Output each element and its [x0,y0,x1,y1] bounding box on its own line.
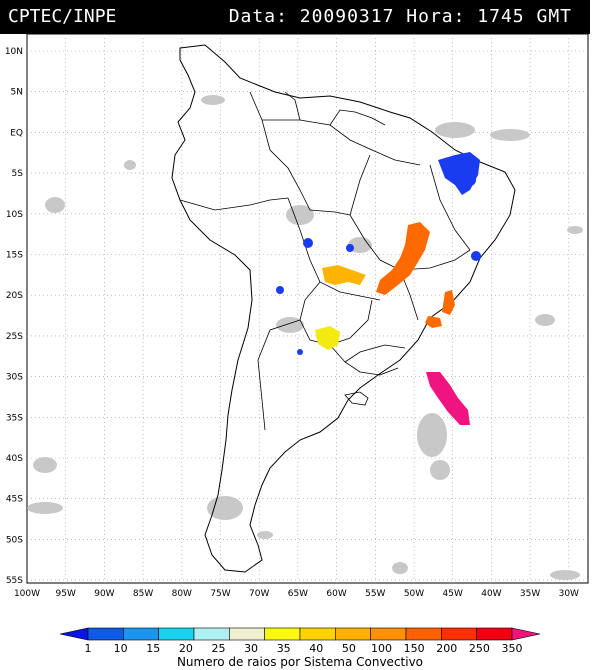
colorbar-label: 100 [371,642,392,655]
cloud-patch [430,460,450,480]
system-central-brazil [376,222,430,295]
title-bar: CPTEC/INPE Data: 20090317 Hora: 1745 GMT [0,0,590,34]
colorbar-label: 15 [146,642,160,655]
colorbar-label: 1 [85,642,92,655]
lon-label: 55W [365,589,385,599]
colorbar-segment [59,627,89,641]
colorbar-segment [370,627,407,641]
lon-label: 30W [559,589,579,599]
system-paraguay [315,326,340,350]
lon-label: 95W [56,589,76,599]
lon-label: 100W [14,589,40,599]
lat-label: 35S [6,413,23,423]
system-atlantic [426,372,470,425]
colorbar-segment [299,627,336,641]
lon-label: 75W [210,589,230,599]
convective-systems [276,152,481,425]
lat-label: EQ [10,128,23,138]
lon-label: 45W [443,589,463,599]
colorbar-segment [193,627,230,641]
colorbar-label: 50 [342,642,356,655]
lon-label: 90W [94,589,114,599]
cloud-patch [27,502,63,514]
system-se-brazil [442,290,455,315]
lat-label: 20S [6,291,23,301]
cloud-patch [257,531,273,539]
cloud-patch [286,205,314,225]
cloud-patch [417,413,447,457]
colorbar-segment [264,627,301,641]
system-small-blue [276,286,284,294]
lon-label: 35W [520,589,540,599]
system-ne-brazil-cell [464,174,476,186]
cloud-patch [207,496,243,520]
lon-label: 80W [172,589,192,599]
colorbar-segment [476,627,513,641]
lat-label: 45S [6,495,23,505]
cloud-patch [33,457,57,473]
colorbar-label: 20 [179,642,193,655]
date-time-label: Data: 20090317 Hora: 1745 GMT [228,6,572,27]
lon-label: 85W [133,589,153,599]
colorbar-segment [441,627,477,641]
cloud-patch [45,197,65,213]
colorbar-segment [335,627,371,641]
lon-label: 60W [326,589,346,599]
cloud-cover [27,95,583,580]
colorbar-label: 350 [502,642,523,655]
lat-label: 5S [12,169,24,179]
lon-label: 40W [481,589,501,599]
colorbar-label: 25 [211,642,225,655]
colorbar-segment [405,627,442,641]
colorbar-segment [87,627,124,641]
colorbar-segment [511,627,541,641]
system-sp [425,316,442,328]
lat-label: 5N [11,88,23,98]
colorbar-label: 150 [404,642,425,655]
system-small-blue [471,251,481,261]
colorbar-label: 30 [244,642,258,655]
cloud-patch [392,562,408,574]
lat-label: 55S [6,576,23,586]
cloud-patch [550,570,580,580]
lat-label: 50S [6,535,23,545]
system-small-blue [297,349,303,355]
longitude-labels: 100W 95W 90W 85W 80W 75W 70W 65W 60W 55W 50W 45W 40W… [14,589,579,599]
lat-label: 25S [6,332,23,342]
lon-label: 65W [288,589,308,599]
system-small-blue [346,244,354,252]
latitude-labels: 10N 5N EQ 5S 10S 15S 20S 25S 30S 35S 40S 45S 50S 55S [5,47,23,586]
cloud-patch [490,129,530,141]
lat-label: 40S [6,454,23,464]
cloud-patch [124,160,136,170]
map-frame [26,33,589,584]
system-mato-grosso [322,265,366,285]
lat-label: 30S [6,373,23,383]
colorbar-label: 200 [436,642,457,655]
cloud-patch [567,226,583,234]
lat-label: 15S [6,251,23,261]
colorbar-label: 40 [309,642,323,655]
colorbar-title: Numero de raios por Sistema Convectivo [177,655,423,669]
lon-label: 50W [404,589,424,599]
colorbar-segment [158,627,195,641]
south-america-coastline [171,44,516,573]
lat-label: 10N [5,47,23,57]
colorbar-label: 35 [277,642,291,655]
lon-label: 70W [249,589,269,599]
colorbar: 1 10 15 20 25 30 35 40 50 100 150 200 250 350 [59,627,541,655]
colorbar-label: 250 [469,642,490,655]
cloud-patch [201,95,225,105]
cloud-patch [435,122,475,138]
agency-label: CPTEC/INPE [8,6,117,27]
lat-label: 10S [6,210,23,220]
system-small-blue [303,238,313,248]
colorbar-segment [229,627,265,641]
cloud-patch [535,314,555,326]
colorbar-segment [123,627,159,641]
colorbar-label: 10 [114,642,128,655]
